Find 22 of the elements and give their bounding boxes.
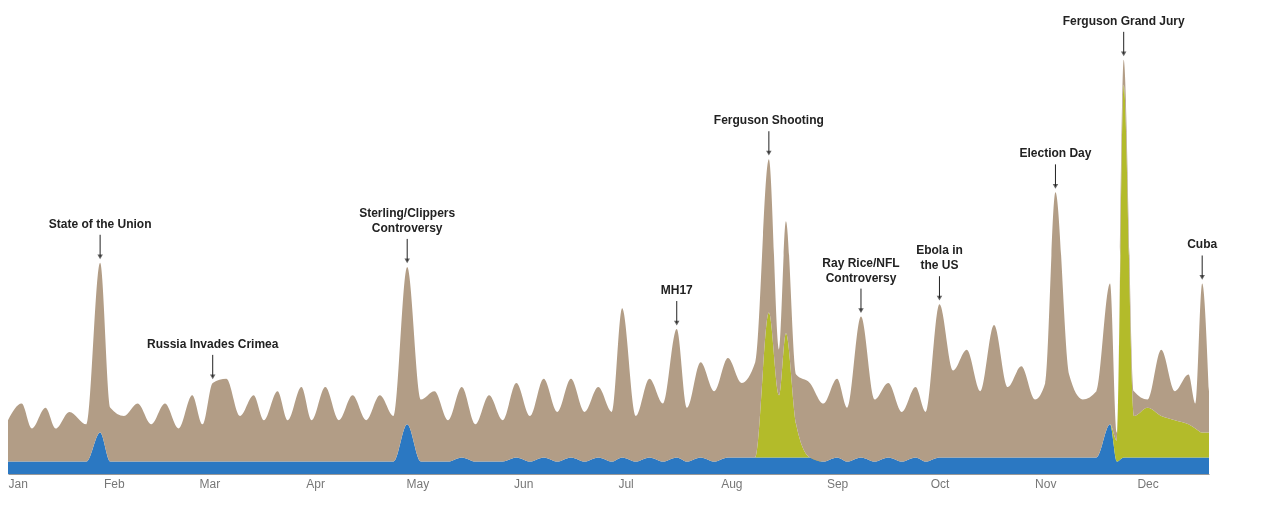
x-tick-label: Jul (618, 476, 634, 491)
x-tick-label: Dec (1137, 476, 1159, 491)
annotation: Sterling/Clippers Controversy (359, 205, 456, 235)
x-tick-label: Aug (721, 476, 743, 491)
annotation: Ferguson Shooting (713, 113, 824, 128)
x-tick-label: Jun (514, 476, 534, 491)
x-tick-label: Jan (8, 476, 28, 491)
annotation: Ebola in the US (916, 243, 963, 273)
x-tick-label: Apr (306, 476, 325, 491)
x-tick-label: Feb (103, 476, 125, 491)
x-tick-label: Mar (199, 476, 221, 491)
x-tick-label: May (406, 476, 430, 491)
x-tick-label: Nov (1035, 476, 1057, 491)
annotation: Election Day (1019, 146, 1092, 161)
annotation: MH17 (660, 283, 694, 298)
annotation: Cuba (1187, 237, 1218, 252)
x-tick-label: Sep (826, 476, 849, 491)
x-tick-label: Oct (930, 476, 950, 491)
annotation: Ray Rice/NFL Controversy (822, 255, 900, 285)
annotation: Ferguson Grand Jury (1062, 13, 1186, 28)
annotation: Russia Invades Crimea (147, 336, 279, 351)
annotation: State of the Union (48, 216, 152, 231)
